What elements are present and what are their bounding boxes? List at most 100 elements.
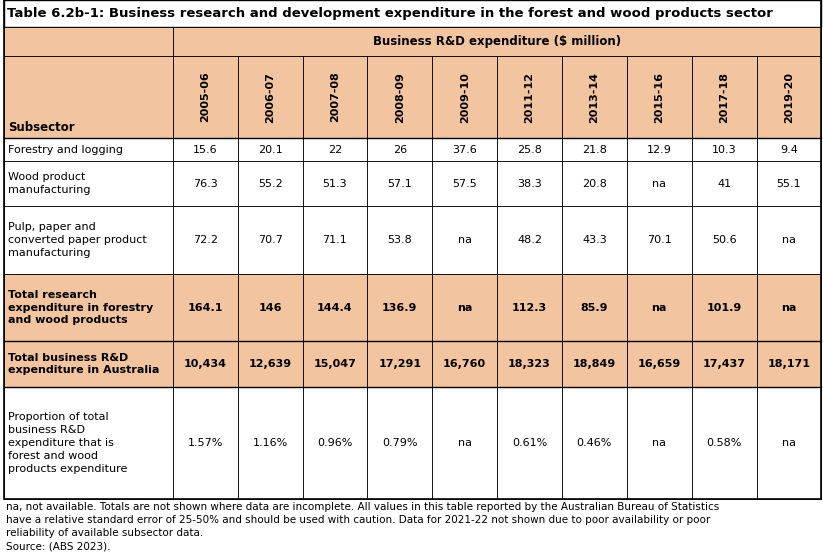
- Bar: [691, 387, 756, 499]
- Bar: [756, 387, 821, 499]
- Text: Subsector: Subsector: [8, 121, 75, 134]
- Text: 0.58%: 0.58%: [706, 438, 742, 448]
- Text: 2007-08: 2007-08: [330, 72, 340, 122]
- Text: 53.8: 53.8: [388, 235, 412, 245]
- Text: 18,171: 18,171: [767, 359, 811, 369]
- Bar: [432, 206, 497, 274]
- Text: na: na: [458, 438, 472, 448]
- Bar: [303, 341, 367, 387]
- Text: Pulp, paper and
converted paper product
manufacturing: Pulp, paper and converted paper product …: [8, 222, 147, 258]
- Text: 0.61%: 0.61%: [512, 438, 547, 448]
- Bar: [173, 387, 238, 499]
- Bar: [173, 274, 238, 341]
- Text: na: na: [782, 438, 796, 448]
- Bar: [432, 341, 497, 387]
- Bar: [303, 387, 367, 499]
- Text: 22: 22: [328, 145, 342, 155]
- Bar: [238, 138, 303, 161]
- Bar: [562, 341, 627, 387]
- Text: 101.9: 101.9: [706, 302, 742, 312]
- Bar: [627, 138, 691, 161]
- Text: 20.8: 20.8: [582, 179, 607, 189]
- Text: 51.3: 51.3: [323, 179, 347, 189]
- Text: 146: 146: [258, 302, 281, 312]
- Text: 2017-18: 2017-18: [719, 71, 729, 123]
- Bar: [367, 274, 432, 341]
- Text: Business R&D expenditure ($ million): Business R&D expenditure ($ million): [373, 35, 621, 48]
- Text: 21.8: 21.8: [582, 145, 607, 155]
- Text: na: na: [652, 302, 667, 312]
- Bar: [367, 56, 432, 138]
- Text: na: na: [652, 438, 667, 448]
- Text: 164.1: 164.1: [188, 302, 223, 312]
- Bar: [173, 56, 238, 138]
- Bar: [627, 206, 691, 274]
- Text: 37.6: 37.6: [453, 145, 477, 155]
- Text: Proportion of total
business R&D
expenditure that is
forest and wood
products ex: Proportion of total business R&D expendi…: [8, 412, 128, 474]
- Bar: [4, 341, 173, 387]
- Text: 12,639: 12,639: [249, 359, 291, 369]
- Text: 70.1: 70.1: [647, 235, 672, 245]
- Bar: [562, 161, 627, 206]
- Text: na: na: [782, 235, 796, 245]
- Bar: [756, 341, 821, 387]
- Bar: [238, 56, 303, 138]
- Text: 2008-09: 2008-09: [395, 71, 405, 123]
- Bar: [432, 161, 497, 206]
- Text: 144.4: 144.4: [317, 302, 353, 312]
- Text: 2005-06: 2005-06: [200, 72, 210, 122]
- Bar: [497, 138, 562, 161]
- Bar: [497, 56, 562, 138]
- Text: 10,434: 10,434: [184, 359, 227, 369]
- Text: 2019-20: 2019-20: [784, 71, 794, 123]
- Bar: [303, 206, 367, 274]
- Text: 85.9: 85.9: [580, 302, 608, 312]
- Bar: [238, 206, 303, 274]
- Bar: [303, 138, 367, 161]
- Text: 12.9: 12.9: [647, 145, 672, 155]
- Text: 41: 41: [717, 179, 731, 189]
- Bar: [562, 387, 627, 499]
- Text: na: na: [458, 235, 472, 245]
- Text: 2009-10: 2009-10: [460, 71, 470, 123]
- Bar: [627, 274, 691, 341]
- Bar: [238, 161, 303, 206]
- Text: 55.1: 55.1: [777, 179, 802, 189]
- Text: na: na: [781, 302, 797, 312]
- Text: 50.6: 50.6: [712, 235, 737, 245]
- Bar: [367, 206, 432, 274]
- Text: 9.4: 9.4: [780, 145, 797, 155]
- Bar: [562, 206, 627, 274]
- Text: 17,291: 17,291: [379, 359, 421, 369]
- Text: 57.5: 57.5: [453, 179, 477, 189]
- Bar: [4, 0, 821, 27]
- Text: Table 6.2b-1: Business research and development expenditure in the forest and wo: Table 6.2b-1: Business research and deve…: [7, 7, 774, 20]
- Bar: [497, 274, 562, 341]
- Text: 112.3: 112.3: [512, 302, 547, 312]
- Bar: [562, 138, 627, 161]
- Text: 20.1: 20.1: [258, 145, 282, 155]
- Text: 2013-14: 2013-14: [589, 71, 599, 123]
- Bar: [367, 341, 432, 387]
- Bar: [497, 206, 562, 274]
- Bar: [497, 161, 562, 206]
- Text: 2015-16: 2015-16: [654, 71, 664, 123]
- Text: have a relative standard error of 25-50% and should be used with caution. Data f: have a relative standard error of 25-50%…: [6, 515, 710, 525]
- Bar: [4, 27, 173, 56]
- Bar: [691, 56, 756, 138]
- Bar: [627, 387, 691, 499]
- Text: Source: (ABS 2023).: Source: (ABS 2023).: [6, 541, 110, 551]
- Text: 71.1: 71.1: [323, 235, 347, 245]
- Bar: [4, 161, 173, 206]
- Bar: [691, 138, 756, 161]
- Text: na: na: [652, 179, 667, 189]
- Text: 0.79%: 0.79%: [382, 438, 417, 448]
- Bar: [4, 138, 173, 161]
- Bar: [173, 161, 238, 206]
- Bar: [627, 56, 691, 138]
- Bar: [497, 341, 562, 387]
- Text: 48.2: 48.2: [517, 235, 542, 245]
- Bar: [562, 56, 627, 138]
- Bar: [756, 138, 821, 161]
- Text: 55.2: 55.2: [258, 179, 282, 189]
